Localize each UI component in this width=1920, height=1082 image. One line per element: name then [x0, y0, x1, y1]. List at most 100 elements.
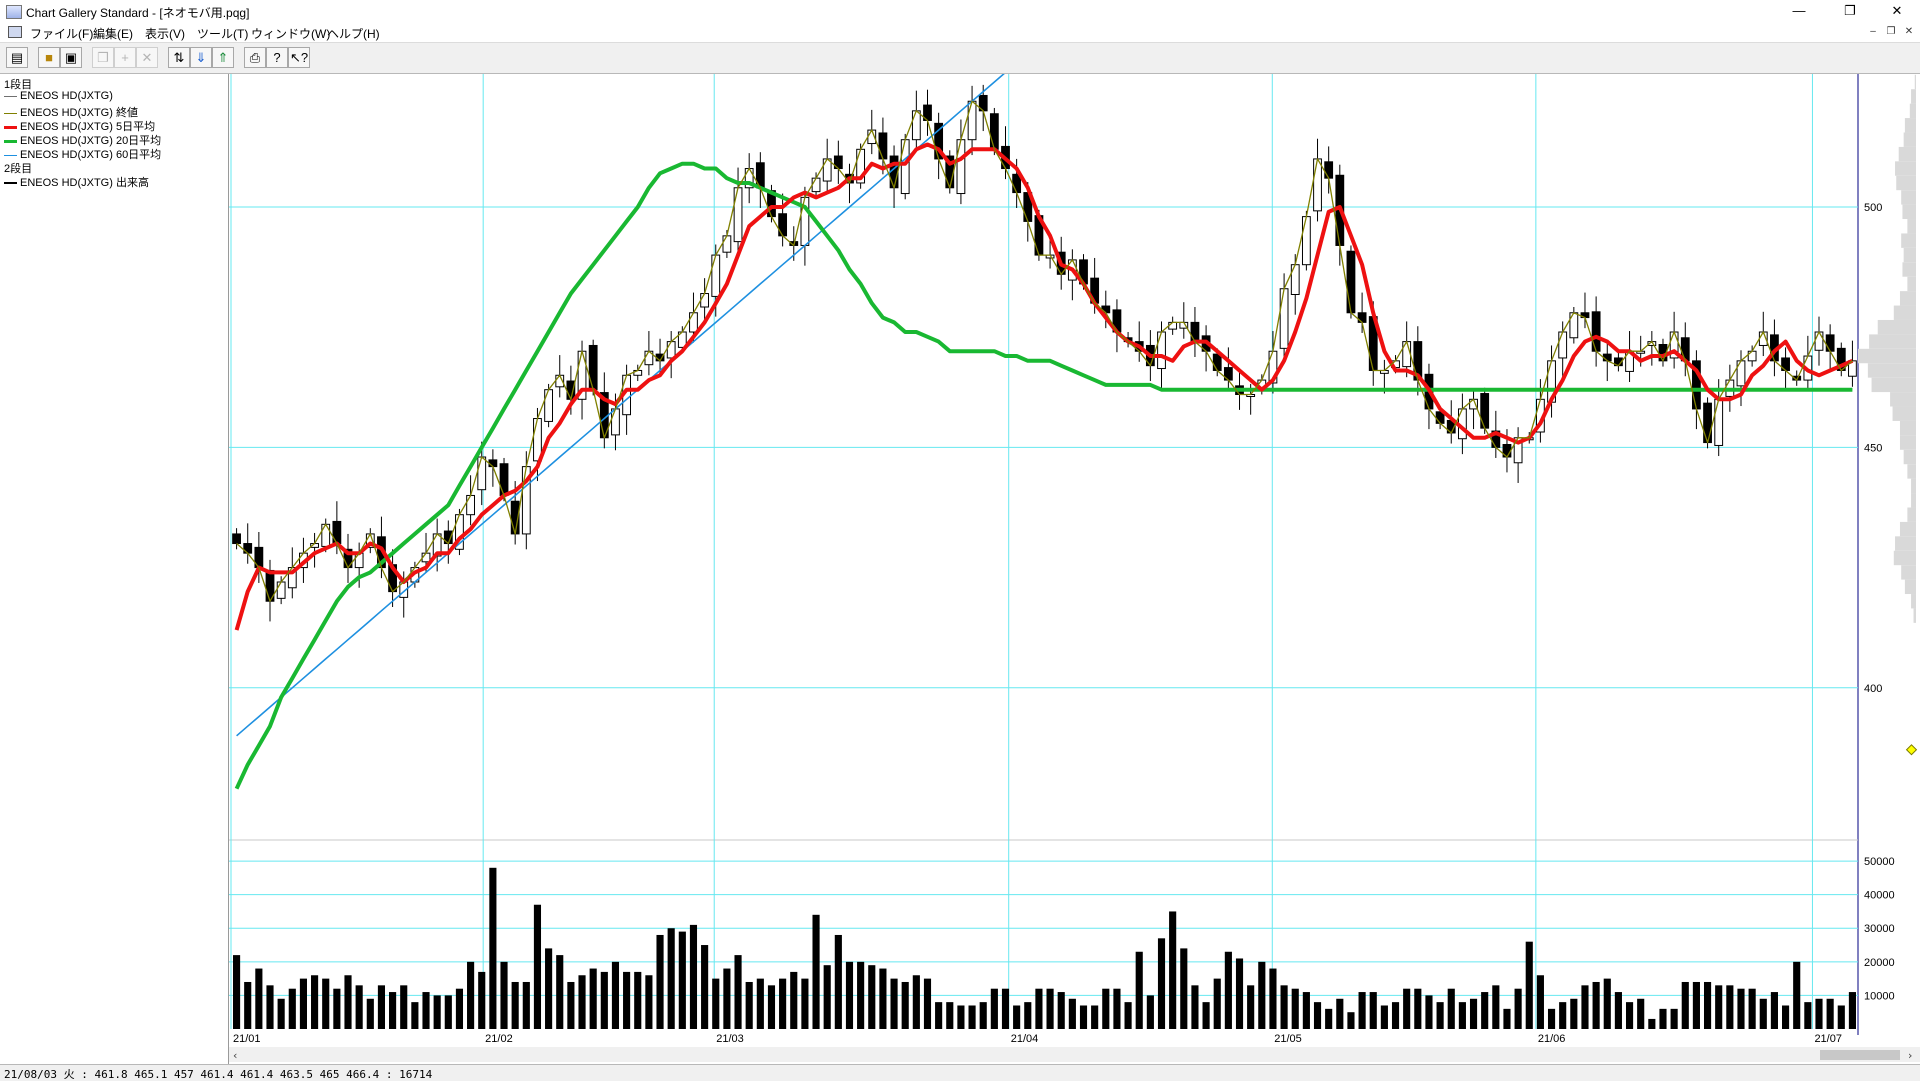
volume-bar — [734, 955, 742, 1029]
scroll-left-icon: ‹ — [233, 1049, 237, 1062]
price-profile-bar — [1907, 219, 1916, 234]
volume-bar — [1403, 988, 1411, 1029]
price-profile-bar — [1901, 233, 1916, 248]
candle-body — [989, 113, 999, 150]
window-title: Chart Gallery Standard - [ネオモバ用.pqg] — [26, 6, 250, 20]
chart-svg: 21/01 21/02 21/03 21/04 21/05 21/06 21/07 400 45… — [229, 0, 1920, 1062]
price-profile-bar — [1902, 204, 1916, 220]
volume-bar — [1291, 988, 1299, 1029]
candle-body — [722, 235, 732, 253]
status-bar: 21/08/03 火 : 461.8 465.1 457 461.4 461.4… — [0, 1064, 1920, 1081]
volume-bar — [1759, 998, 1767, 1029]
menu-help[interactable]: ヘルプ(H) — [327, 27, 380, 41]
close-x-icon[interactable]: ✕ — [136, 47, 158, 68]
price-profile-bar — [1896, 175, 1916, 191]
open-folder-icon[interactable]: ■ — [38, 47, 60, 68]
menu-tools[interactable]: ツール(T) — [197, 27, 249, 41]
volume-bar — [1046, 988, 1054, 1029]
volume-bar — [990, 988, 998, 1029]
save-icon[interactable]: ▣ — [60, 47, 82, 68]
mdi-restore-icon[interactable]: ❐ — [1886, 26, 1896, 37]
legend-section-1: 1段目 — [4, 79, 33, 91]
candle-body — [1703, 402, 1712, 444]
volume-bar — [1570, 998, 1578, 1029]
volume-bar — [500, 961, 508, 1029]
menu-edit[interactable]: 編集(E) — [93, 27, 133, 41]
volume-bar — [1068, 998, 1076, 1029]
volume-bar — [1469, 998, 1478, 1029]
candle-body — [956, 139, 966, 195]
volume-bar — [578, 975, 586, 1029]
menu-bar: ファイル(F) 編集(E) 表示(V) ツール(T) ウィンドウ(W) ヘルプ(… — [0, 22, 1920, 43]
legend-item-volume[interactable]: ENEOS HD(JXTG) 出来高 — [4, 174, 149, 190]
volume-bar — [1325, 1008, 1333, 1029]
candle-body — [700, 293, 710, 308]
price-profile-bar — [1869, 334, 1916, 349]
volume-bar — [1793, 961, 1801, 1029]
volume-bar — [1447, 988, 1455, 1029]
up-arrow-icon[interactable]: ⇑ — [212, 47, 234, 68]
volume-bar — [1258, 961, 1266, 1029]
menu-file[interactable]: ファイル(F) — [30, 27, 94, 41]
volume-bar — [756, 978, 764, 1029]
x-tick-label: 21/04 — [1011, 1033, 1039, 1045]
volume-bar — [1235, 958, 1244, 1029]
volume-bar — [489, 867, 497, 1029]
volume-bar — [1625, 1002, 1634, 1029]
candle-body — [1825, 334, 1835, 352]
print-icon[interactable]: ⎙ — [244, 47, 266, 68]
candle-body — [243, 543, 253, 554]
candle-body — [1480, 393, 1490, 429]
legend-item-ma20[interactable]: ENEOS HD(JXTG) 20日平均 — [4, 132, 161, 148]
volume-bar — [678, 931, 686, 1029]
volume-bar — [1536, 975, 1544, 1029]
plus-icon[interactable]: + — [114, 47, 136, 68]
legend-item-ma60[interactable]: ENEOS HD(JXTG) 60日平均 — [4, 146, 161, 162]
context-help-icon[interactable]: ↖? — [288, 47, 310, 68]
legend-item-price[interactable]: ENEOS HD(JXTG) — [4, 90, 113, 102]
help-icon[interactable]: ? — [266, 47, 288, 68]
minimize-icon[interactable]: — — [1792, 3, 1806, 18]
chart-area[interactable]: 21/01 21/02 21/03 21/04 21/05 21/06 21/07 400 45… — [229, 0, 1920, 1064]
sort-icon[interactable]: ⇅ — [168, 47, 190, 68]
volume-bar — [1391, 1002, 1400, 1029]
volume-bar — [1826, 998, 1834, 1029]
mdi-close-icon[interactable]: ✕ — [1904, 26, 1914, 37]
volume-bar — [1770, 992, 1778, 1029]
volume-bar — [1503, 1008, 1511, 1029]
volume-bar — [767, 985, 776, 1029]
down-arrow-icon[interactable]: ⇓ — [190, 47, 212, 68]
title-bar: Chart Gallery Standard - [ネオモバ用.pqg] — ❐… — [0, 0, 1920, 23]
volume-bar — [511, 981, 519, 1029]
close-line — [236, 100, 1853, 602]
volume-bar — [1135, 951, 1143, 1029]
menu-view[interactable]: 表示(V) — [145, 27, 185, 41]
volume-bar — [845, 961, 854, 1029]
volume-bar — [567, 981, 575, 1029]
close-icon[interactable]: ✕ — [1891, 3, 1903, 18]
volume-tick-label: 50000 — [1864, 856, 1895, 868]
copy-icon[interactable]: ❐ — [92, 47, 114, 68]
mdi-minimize-icon[interactable]: – — [1870, 26, 1876, 37]
price-profile-bar — [1899, 521, 1916, 537]
volume-bar — [400, 985, 408, 1029]
menu-window[interactable]: ウィンドウ(W) — [251, 27, 331, 41]
volume-bar — [244, 981, 252, 1029]
volume-bar — [1358, 992, 1366, 1029]
candle-body — [1324, 161, 1334, 179]
chart-icon[interactable]: ▤ — [6, 47, 28, 68]
document-menu-icon[interactable] — [8, 26, 22, 38]
volume-bar — [701, 945, 709, 1029]
price-profile-bar — [1903, 247, 1916, 263]
volume-bar — [1169, 911, 1177, 1029]
volume-bar — [611, 961, 620, 1029]
volume-bar — [1157, 938, 1166, 1029]
legend-item-close[interactable]: ENEOS HD(JXTG) 終値 — [4, 104, 138, 120]
legend-label: ENEOS HD(JXTG) 60日平均 — [20, 149, 162, 161]
legend-item-ma5[interactable]: ENEOS HD(JXTG) 5日平均 — [4, 118, 155, 134]
volume-bar — [299, 978, 308, 1029]
candle-body — [822, 158, 832, 182]
app-icon — [6, 5, 22, 19]
volume-bar — [1024, 1002, 1032, 1029]
restore-icon[interactable]: ❐ — [1844, 3, 1856, 18]
